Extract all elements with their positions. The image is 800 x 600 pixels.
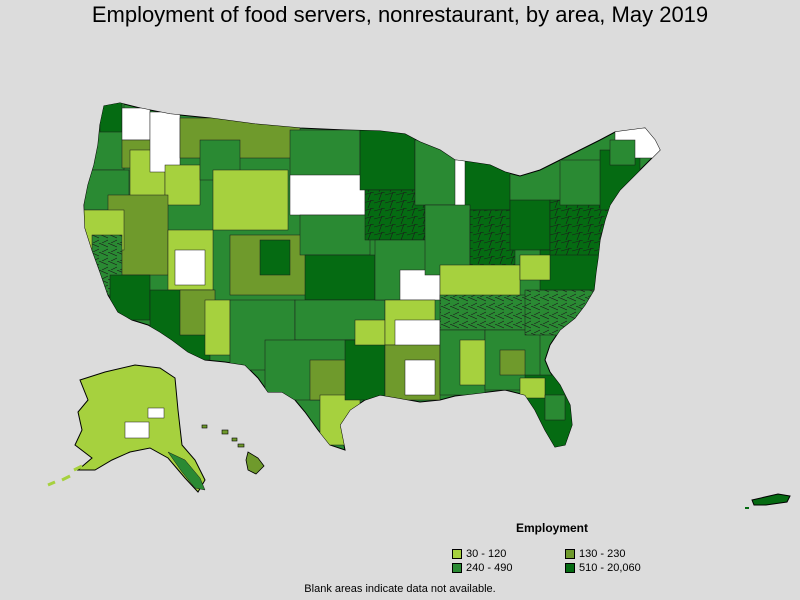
alaska-southeast — [167, 451, 206, 491]
legend-label-1: 30 - 120 — [466, 548, 507, 560]
puerto-rico — [751, 493, 791, 506]
legend-title: Employment — [516, 521, 589, 535]
puerto-rico-islet — [745, 507, 749, 509]
hawaii — [201, 424, 265, 475]
aleutian-islands — [47, 464, 83, 487]
legend-swatch-4 — [565, 563, 575, 574]
legend-item-1: 30 - 120 — [452, 548, 506, 560]
area-regions — [84, 103, 660, 450]
legend: Employment 30 - 120 130 - 230 240 - 490 … — [452, 521, 682, 577]
alaska-nodata-area — [147, 407, 165, 419]
legend-item-3: 240 - 490 — [452, 562, 512, 574]
legend-item-4: 510 - 20,060 — [565, 562, 641, 574]
legend-swatch-3 — [452, 563, 462, 574]
legend-swatch-2 — [565, 549, 575, 560]
map-title: Employment of food servers, nonrestauran… — [91, 2, 709, 27]
legend-label-3: 240 - 490 — [466, 562, 513, 574]
footnote: Blank areas indicate data not available. — [304, 583, 496, 595]
legend-label-2: 130 - 230 — [579, 548, 626, 560]
legend-swatch-1 — [452, 549, 462, 560]
legend-item-2: 130 - 230 — [565, 548, 625, 560]
alaska-nodata-area — [124, 421, 150, 439]
legend-label-4: 510 - 20,060 — [579, 562, 641, 574]
